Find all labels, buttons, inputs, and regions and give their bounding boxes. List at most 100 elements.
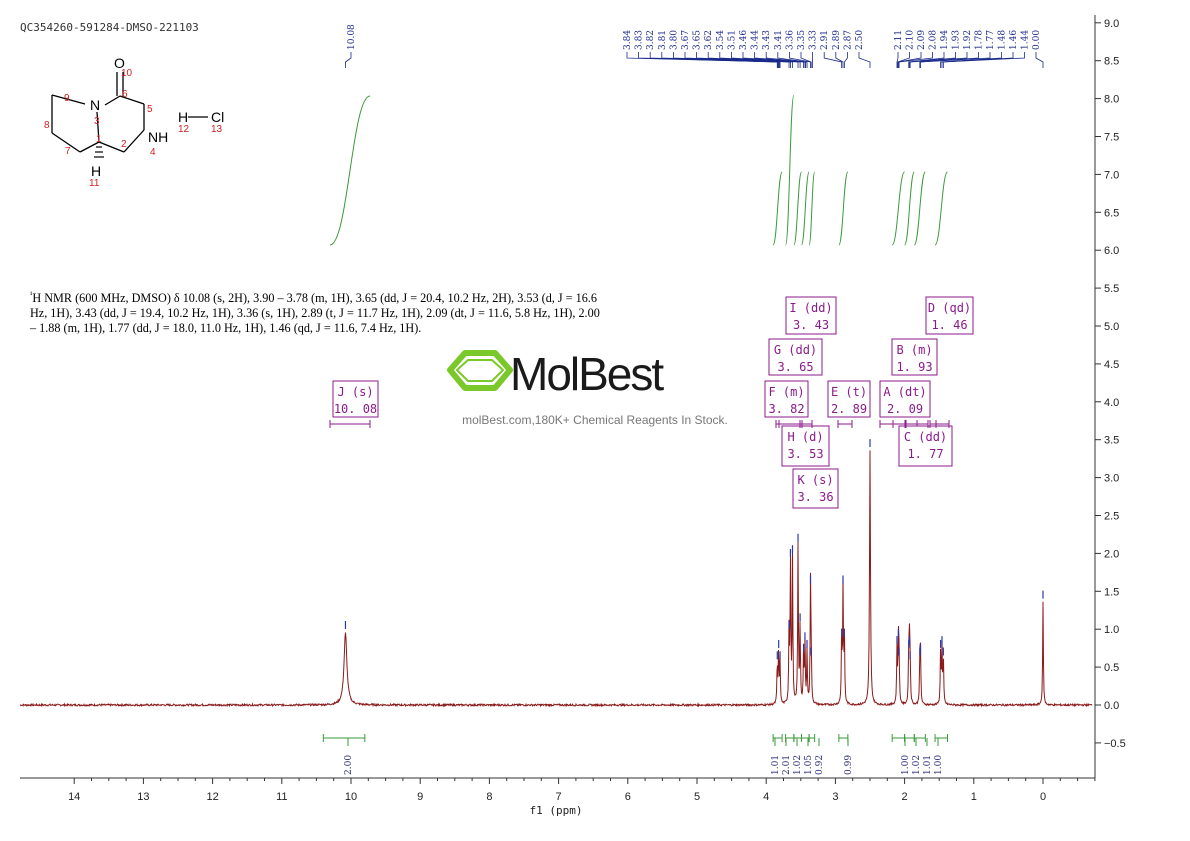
multiplet-boxes: J (s) 10. 08 F (m) 3. 82 G (dd) 3. 65 H (d) 3. …: [329, 296, 974, 509]
peak-label-connector: [897, 52, 910, 68]
integral-curve: [785, 94, 795, 246]
multiplet-frame: [332, 380, 379, 418]
multiplet-frame: [764, 380, 809, 418]
multiplet-id-type: A (dt): [883, 385, 926, 399]
peak-ppm-label: 3.33: [809, 30, 819, 50]
integration-value: 0.92: [815, 755, 825, 775]
integration-value: 1.00: [901, 755, 911, 775]
y-tick-label: 9.0: [1104, 18, 1119, 30]
multiplet-box-h: H (d) 3. 53: [781, 425, 830, 467]
multiplet-shift: 3. 53: [787, 447, 823, 461]
chemical-structure: [51, 72, 208, 153]
multiplet-id-type: E (t): [831, 385, 867, 399]
peak-ppm-label: 2.91: [820, 30, 830, 50]
y-tick-label: 8.0: [1104, 94, 1119, 106]
atom-number-5: 5: [147, 104, 153, 115]
y-tick-label: 1.0: [1104, 624, 1119, 636]
peak-ppm-label: 2.10: [906, 30, 916, 50]
integral-curve: [801, 171, 810, 246]
atom-chlorine: Cl: [211, 109, 224, 125]
x-tick-label: 9: [417, 791, 423, 803]
peak-ppm-label: 10.08: [347, 24, 357, 50]
multiplet-shift: 3. 82: [768, 402, 804, 416]
peak-ppm-label: 3.81: [658, 30, 668, 50]
peak-ppm-label: 2.09: [917, 30, 927, 50]
peak-ppm-label: 3.62: [704, 30, 714, 50]
peak-ppm-label: 3.80: [669, 30, 679, 50]
peak-label-connector: [789, 52, 811, 68]
integration-bars: 2.00 1.01 2.01 1.02 1.05 0.92 0.99 1.00 1.02 1.01…: [322, 734, 949, 775]
peak-ppm-label: 0.00: [1032, 30, 1042, 50]
x-axis-ticks: 14 13 12 11 10 9 8 7 6 5 4 3 2 1 0: [68, 778, 1096, 803]
multiplet-id-type: H (d): [787, 430, 823, 444]
integration-value: 2.00: [344, 755, 354, 775]
x-tick-label: 14: [68, 791, 80, 803]
peak-label-connector: [765, 52, 807, 68]
x-tick-label: 1: [971, 791, 977, 803]
multiplet-shift: 3. 36: [797, 490, 833, 504]
multiplet-frame: [898, 425, 953, 467]
peak-ppm-label: 2.89: [832, 30, 842, 50]
peak-ppm-label: 3.35: [797, 30, 807, 50]
multiplet-box-g: G (dd) 3. 65: [768, 338, 823, 376]
integral-curves: [329, 94, 948, 246]
multiplet-box-i: I (dd) 3. 43: [785, 296, 837, 335]
peak-ppm-label: 3.46: [739, 30, 749, 50]
atom-number-4: 4: [150, 147, 156, 158]
x-tick-label: 6: [625, 791, 631, 803]
peak-label-connector: [858, 52, 871, 68]
peak-ppm-label: 3.54: [716, 30, 726, 50]
integration-value: 1.01: [771, 755, 781, 775]
atom-number-10: 10: [121, 68, 133, 79]
peak-ppm-label: 1.94: [940, 30, 950, 50]
peak-ppm-label: 1.93: [952, 30, 962, 50]
integral-curve: [808, 171, 816, 246]
multiplet-id-type: J (s): [337, 385, 373, 399]
peak-label-connector: [843, 52, 848, 68]
y-tick-label: 6.5: [1104, 207, 1119, 219]
watermark-logo: MolBest: [447, 348, 666, 400]
y-tick-label: 0.5: [1104, 662, 1119, 674]
peak-ppm-label: 1.78: [975, 30, 985, 50]
y-tick-label: 5.0: [1104, 321, 1119, 333]
peak-label-connector: [896, 52, 899, 68]
y-tick-label: 1.5: [1104, 586, 1119, 598]
integral-curve: [913, 171, 926, 246]
x-tick-label: 12: [206, 791, 218, 803]
integration-value: 1.00: [934, 755, 944, 775]
multiplet-frame: [792, 468, 839, 509]
x-tick-label: 2: [902, 791, 908, 803]
x-tick-label: 4: [763, 791, 769, 803]
x-tick-label: 7: [556, 791, 562, 803]
y-tick-label: 6.0: [1104, 245, 1119, 257]
peak-ppm-label: 1.44: [1021, 30, 1031, 50]
atom-hydrogen-11: H: [91, 163, 101, 179]
peak-ppm-label: 3.36: [785, 30, 795, 50]
y-tick-label: 2.5: [1104, 511, 1119, 523]
peak-label-connector: [345, 52, 352, 68]
y-tick-label: 7.0: [1104, 169, 1119, 181]
x-tick-label: 10: [345, 791, 357, 803]
x-tick-label: 8: [486, 791, 492, 803]
peak-ppm-label: 2.50: [855, 30, 865, 50]
multiplet-shift: 2. 09: [887, 402, 923, 416]
peak-ppm-label: 3.44: [751, 30, 761, 50]
peak-label-connector: [897, 52, 922, 68]
atom-number-3: 3: [94, 116, 100, 127]
multiplet-id-type: K (s): [797, 473, 833, 487]
multiplet-id-type: I (dd): [789, 301, 832, 315]
peak-label-connector: [731, 52, 801, 68]
multiplet-frame: [879, 380, 931, 418]
peak-ppm-label: 3.82: [646, 30, 656, 50]
multiplet-box-e: E (t) 2. 89: [827, 380, 871, 428]
atom-numbering: 1 2 3 4 5 6 7 8 9 10 11 12 13: [44, 68, 223, 189]
atom-number-12: 12: [178, 124, 190, 135]
integration-value: 1.01: [923, 755, 933, 775]
x-tick-label: 3: [832, 791, 838, 803]
peak-label-connector: [909, 52, 956, 68]
multiplet-frame: [925, 296, 974, 335]
peak-label-connector: [754, 52, 806, 68]
atom-number-2: 2: [121, 139, 127, 150]
watermark-tagline: molBest.com,180K+ Chemical Reagents In S…: [462, 413, 728, 427]
atom-nitrogen-3: N: [90, 97, 100, 113]
